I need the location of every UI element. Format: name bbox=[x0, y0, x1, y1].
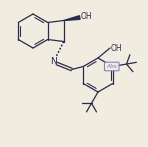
Text: N: N bbox=[50, 57, 57, 66]
Polygon shape bbox=[64, 16, 80, 20]
Text: OH: OH bbox=[111, 44, 123, 52]
Text: OH: OH bbox=[81, 12, 92, 21]
FancyBboxPatch shape bbox=[104, 62, 119, 71]
Text: Abs: Abs bbox=[106, 64, 117, 69]
